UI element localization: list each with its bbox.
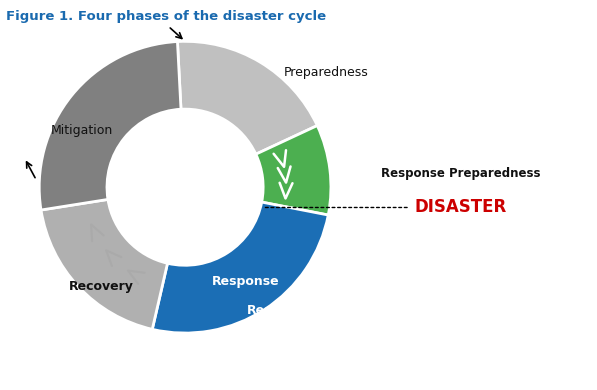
- Wedge shape: [39, 42, 181, 210]
- Wedge shape: [256, 126, 331, 215]
- Wedge shape: [41, 199, 168, 329]
- Text: Response Preparedness: Response Preparedness: [381, 167, 540, 180]
- Wedge shape: [152, 202, 328, 333]
- Text: Preparedness: Preparedness: [284, 66, 368, 79]
- Wedge shape: [177, 41, 317, 154]
- Text: Response: Response: [213, 275, 280, 287]
- Text: DISASTER: DISASTER: [415, 199, 507, 216]
- Text: Mitigation: Mitigation: [51, 124, 113, 137]
- Text: Recovery: Recovery: [69, 280, 134, 293]
- Text: Figure 1. Four phases of the disaster cycle: Figure 1. Four phases of the disaster cy…: [6, 10, 326, 23]
- Text: Response: Response: [247, 303, 315, 317]
